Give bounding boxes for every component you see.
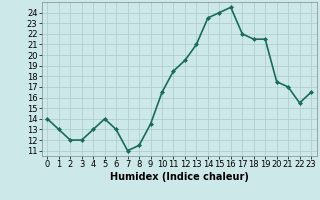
X-axis label: Humidex (Indice chaleur): Humidex (Indice chaleur): [110, 172, 249, 182]
